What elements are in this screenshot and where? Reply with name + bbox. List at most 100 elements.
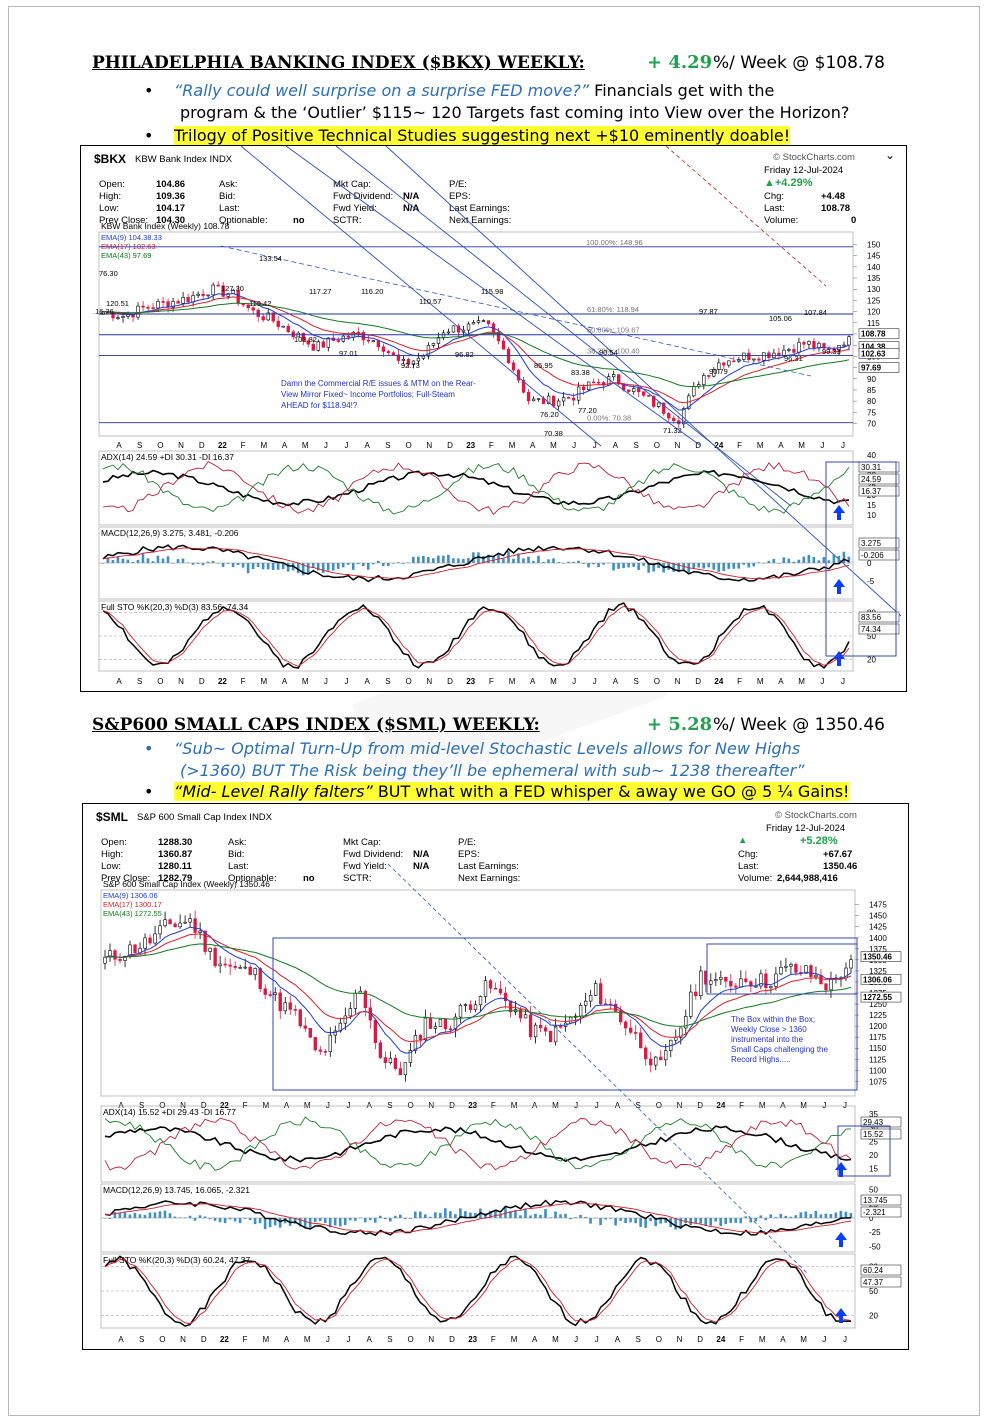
x-tick-label: F — [489, 441, 494, 450]
annotation-text-line: Small Caps challenging the — [731, 1045, 828, 1054]
x-tick-label-bottom: D — [199, 677, 205, 686]
candle — [483, 980, 488, 997]
candle — [258, 968, 262, 990]
candle — [553, 1025, 558, 1043]
candle — [493, 987, 498, 990]
macd-histogram-bar — [353, 1218, 357, 1221]
collapse-icon[interactable]: ⌄ — [885, 148, 896, 162]
y-tick-label: 70 — [867, 420, 876, 429]
fibonacci-label: 50.00%: 109.67 — [587, 326, 640, 335]
candle — [248, 966, 252, 975]
candle — [712, 369, 716, 377]
y-tick-label: 1150 — [869, 1044, 887, 1053]
candle — [802, 342, 806, 345]
trendline — [285, 146, 702, 447]
macd-histogram-bar — [694, 1218, 697, 1224]
price-annotation: 120.51 — [106, 299, 129, 308]
x-tick-label: D — [199, 441, 205, 450]
blue-up-arrow-icon — [833, 579, 845, 594]
candle — [158, 925, 162, 935]
sml-symbol: $SML — [96, 810, 129, 824]
macd-histogram-bar — [709, 1218, 713, 1226]
macd-histogram-bar — [402, 563, 405, 564]
macd-histogram-bar — [419, 1211, 422, 1218]
macd-histogram-bar — [517, 553, 520, 563]
candle — [218, 963, 222, 967]
indicator-title: MACD(12,26,9) 13.745, 16.065, -2.321 — [103, 1185, 250, 1195]
candle — [632, 388, 636, 392]
x-tick-label-bottom: F — [491, 1335, 496, 1344]
adx-line — [104, 1125, 852, 1163]
annotation-text-line: AHEAD for $118.94!? — [281, 401, 358, 410]
candle — [206, 294, 210, 297]
x-tick-label: D — [449, 1101, 455, 1110]
up-triangle-icon: ▲ — [738, 835, 748, 846]
macd-histogram-bar — [824, 1213, 828, 1218]
candle — [153, 933, 157, 944]
x-tick-label-bottom: J — [595, 1335, 599, 1344]
x-tick-label-bottom: S — [633, 677, 638, 686]
macd-histogram-bar — [732, 563, 736, 569]
x-tick-label-bottom: N — [675, 677, 681, 686]
candle — [453, 1016, 458, 1030]
candle — [418, 1035, 423, 1041]
last-value-tag — [858, 328, 900, 340]
candle — [396, 354, 401, 361]
indicator-tick: 10 — [867, 511, 876, 520]
candle — [216, 284, 220, 287]
candle — [717, 362, 721, 370]
macd-histogram-bar — [166, 556, 170, 563]
macd-histogram-bar — [196, 563, 200, 564]
macd-histogram-bar — [251, 563, 255, 570]
macd-histogram-bar — [632, 563, 635, 567]
macd-histogram-bar — [258, 1218, 262, 1224]
candle — [518, 1009, 523, 1019]
macd-histogram-bar — [562, 563, 565, 564]
x-tick-label-bottom: A — [532, 1335, 538, 1344]
macd-histogram-bar — [163, 1210, 167, 1218]
candle — [536, 398, 541, 400]
candle — [486, 320, 491, 325]
macd-histogram-bar — [203, 1216, 207, 1218]
sml-tail: %/ Week @ 1350.46 — [713, 715, 885, 735]
macd-histogram-bar — [817, 560, 821, 563]
x-tick-label: M — [304, 1101, 311, 1110]
macd-histogram-bar — [318, 1218, 322, 1222]
macd-histogram-bar — [822, 557, 826, 563]
candle — [586, 381, 591, 391]
x-tick-label: N — [426, 441, 432, 450]
last-value-tag — [860, 951, 902, 962]
indicator-value-tag — [860, 1194, 902, 1206]
y-tick-label: 1200 — [869, 1022, 887, 1031]
candle — [744, 978, 748, 982]
x-tick-label-bottom: A — [530, 677, 536, 686]
x-tick-label: 23 — [466, 441, 475, 450]
x-tick-label: 24 — [714, 441, 723, 450]
macd-histogram-bar — [293, 1218, 297, 1224]
x-tick-label-bottom: S — [635, 1335, 640, 1344]
macd-histogram-bar — [158, 1211, 162, 1218]
candle — [714, 979, 718, 982]
x-tick-label-bottom: J — [347, 1335, 351, 1344]
macd-histogram-bar — [273, 1218, 277, 1226]
x-tick-label: A — [367, 1101, 373, 1110]
candle — [156, 301, 160, 309]
macd-histogram-bar — [639, 1218, 642, 1227]
macd-histogram-bar — [677, 563, 680, 573]
macd-histogram-bar — [123, 1212, 127, 1218]
macd-histogram-bar — [782, 557, 786, 563]
y-tick-label: 1250 — [869, 1000, 887, 1009]
price-annotation: 110.57 — [419, 297, 441, 306]
x-tick-label: D — [447, 441, 453, 450]
x-tick-label: F — [243, 1101, 248, 1110]
macd-histogram-bar — [792, 561, 796, 563]
macd-line — [104, 1199, 851, 1237]
x-tick-label-bottom: J — [843, 1335, 847, 1344]
macd-histogram-bar — [136, 560, 140, 563]
x-tick-label-bottom: 24 — [716, 1335, 725, 1344]
x-tick-label-bottom: A — [780, 1335, 786, 1344]
macd-histogram-bar — [529, 1215, 532, 1218]
price-annotation: 96.82 — [455, 350, 474, 359]
macd-histogram-bar — [243, 1218, 247, 1219]
macd-histogram-bar — [161, 558, 165, 563]
